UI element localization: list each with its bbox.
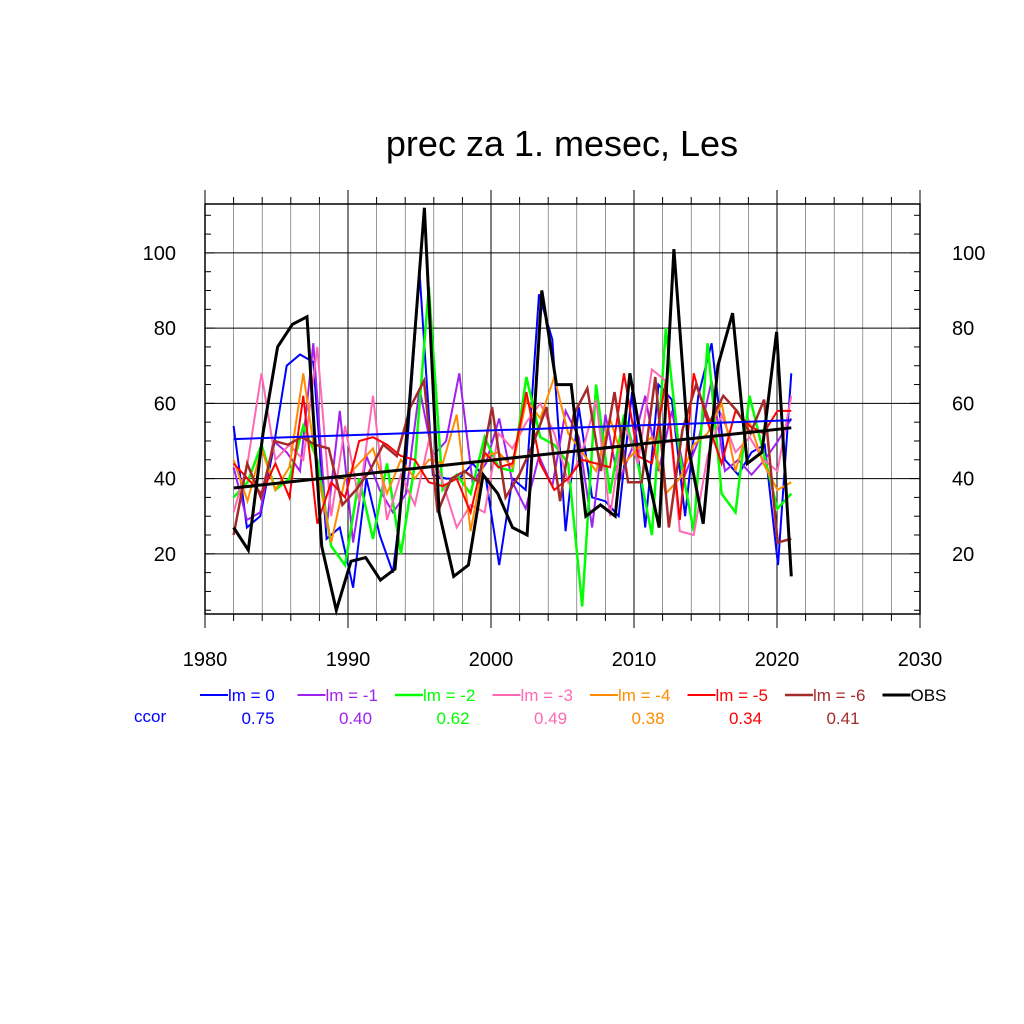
trend-line-7 [233, 426, 792, 490]
legend-ccor-6: 0.41 [826, 709, 859, 728]
y-tick-label-right: 20 [952, 544, 974, 566]
y-tick-label: 60 [154, 393, 176, 415]
legend-label-4: lm = -4 [618, 686, 670, 705]
legend-ccor-5: 0.34 [729, 709, 762, 728]
legend-ccor-0: 0.75 [241, 709, 274, 728]
x-tick-label: 2030 [898, 649, 943, 671]
y-tick-label-right: 100 [952, 243, 985, 265]
legend-label-1: lm = -1 [326, 686, 378, 705]
chart-legend: ccor lm = 0 0.75 lm = -1 0.40 lm = -2 0.62 lm =… [134, 686, 946, 728]
chart-trends [233, 419, 792, 490]
x-tick-label: 1980 [183, 649, 228, 671]
legend-ccor-3: 0.49 [534, 709, 567, 728]
legend-label-6: lm = -6 [813, 686, 865, 705]
trend-line-0 [233, 419, 792, 441]
series-line-4 [232, 373, 792, 543]
chart-title: prec za 1. mesec, Les [386, 123, 738, 164]
series-line-7 [232, 207, 793, 617]
plot-frame [204, 203, 921, 615]
series-line-3 [232, 346, 793, 537]
legend-ccor-4: 0.38 [631, 709, 664, 728]
x-tick-label: 2010 [612, 649, 657, 671]
legend-ccor-2: 0.62 [436, 709, 469, 728]
y-tick-label-right: 40 [952, 469, 974, 491]
x-tick-label: 2000 [469, 649, 514, 671]
series-line-1 [232, 343, 793, 543]
legend-label-2: lm = -2 [423, 686, 475, 705]
y-tick-label-right: 60 [952, 393, 974, 415]
y-tick-label-right: 80 [952, 318, 974, 340]
chart-series [232, 207, 793, 617]
x-tick-label: 2020 [755, 649, 800, 671]
legend-label-5: lm = -5 [716, 686, 768, 705]
y-tick-label: 40 [154, 469, 176, 491]
series-line-6 [232, 376, 792, 545]
legend-label-0: lm = 0 [228, 686, 275, 705]
y-tick-label: 80 [154, 318, 176, 340]
x-tick-label: 1990 [326, 649, 371, 671]
y-tick-label: 100 [143, 243, 176, 265]
legend-label-3: lm = -3 [521, 686, 573, 705]
y-tick-label: 20 [154, 544, 176, 566]
legend-label-7: OBS [911, 686, 947, 705]
legend-ccor-1: 0.40 [339, 709, 372, 728]
legend-ccor-label: ccor [134, 707, 166, 726]
